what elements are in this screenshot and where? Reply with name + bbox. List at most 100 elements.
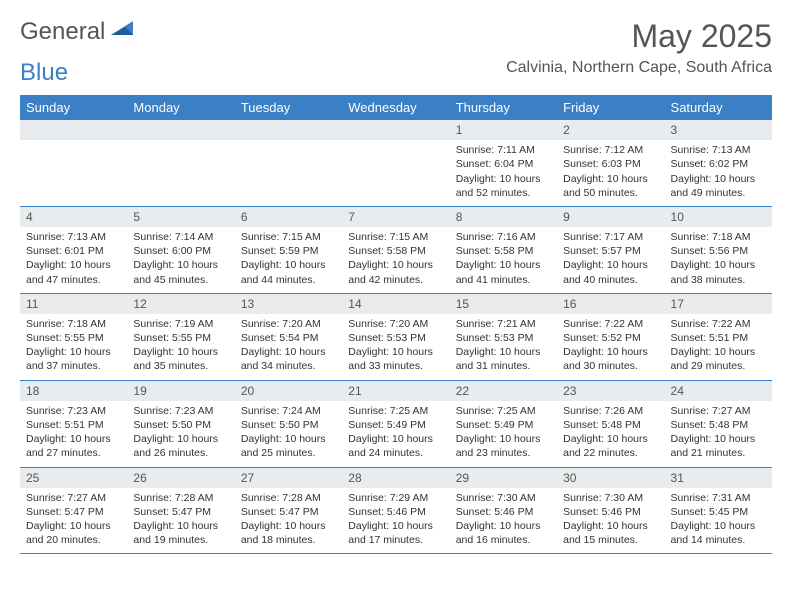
- sunrise-line: Sunrise: 7:22 AM: [563, 317, 658, 331]
- sunrise-line: Sunrise: 7:30 AM: [456, 491, 551, 505]
- sunset-line: Sunset: 5:47 PM: [26, 505, 121, 519]
- daylight-line: Daylight: 10 hours and 52 minutes.: [456, 172, 551, 200]
- sunrise-line: Sunrise: 7:11 AM: [456, 143, 551, 157]
- weekday-header: Wednesday: [342, 95, 449, 120]
- sunset-line: Sunset: 5:48 PM: [671, 418, 766, 432]
- sunrise-line: Sunrise: 7:14 AM: [133, 230, 228, 244]
- day-content: Sunrise: 7:23 AMSunset: 5:51 PMDaylight:…: [20, 401, 127, 467]
- sunset-line: Sunset: 5:51 PM: [26, 418, 121, 432]
- weekday-header: Friday: [557, 95, 664, 120]
- sunset-line: Sunset: 5:56 PM: [671, 244, 766, 258]
- day-cell: 24Sunrise: 7:27 AMSunset: 5:48 PMDayligh…: [665, 380, 772, 467]
- sunset-line: Sunset: 5:54 PM: [241, 331, 336, 345]
- day-cell: [20, 120, 127, 206]
- daylight-line: Daylight: 10 hours and 31 minutes.: [456, 345, 551, 373]
- daylight-line: Daylight: 10 hours and 50 minutes.: [563, 172, 658, 200]
- day-content: Sunrise: 7:15 AMSunset: 5:59 PMDaylight:…: [235, 227, 342, 293]
- day-content: Sunrise: 7:30 AMSunset: 5:46 PMDaylight:…: [557, 488, 664, 554]
- sunrise-line: Sunrise: 7:19 AM: [133, 317, 228, 331]
- daylight-line: Daylight: 10 hours and 27 minutes.: [26, 432, 121, 460]
- day-number-bar-empty: [127, 120, 234, 140]
- sunrise-line: Sunrise: 7:18 AM: [26, 317, 121, 331]
- day-content: Sunrise: 7:20 AMSunset: 5:54 PMDaylight:…: [235, 314, 342, 380]
- calendar-week-row: 4Sunrise: 7:13 AMSunset: 6:01 PMDaylight…: [20, 206, 772, 293]
- sunset-line: Sunset: 6:04 PM: [456, 157, 551, 171]
- day-number: 31: [665, 468, 772, 488]
- sunset-line: Sunset: 5:49 PM: [348, 418, 443, 432]
- day-number: 11: [20, 294, 127, 314]
- logo-text-general: General: [20, 18, 105, 46]
- day-content: Sunrise: 7:11 AMSunset: 6:04 PMDaylight:…: [450, 140, 557, 206]
- sunset-line: Sunset: 5:58 PM: [348, 244, 443, 258]
- daylight-line: Daylight: 10 hours and 23 minutes.: [456, 432, 551, 460]
- location-text: Calvinia, Northern Cape, South Africa: [506, 59, 772, 77]
- day-number: 20: [235, 381, 342, 401]
- calendar-week-row: 1Sunrise: 7:11 AMSunset: 6:04 PMDaylight…: [20, 120, 772, 206]
- daylight-line: Daylight: 10 hours and 15 minutes.: [563, 519, 658, 547]
- day-content: Sunrise: 7:18 AMSunset: 5:55 PMDaylight:…: [20, 314, 127, 380]
- calendar-table: Sunday Monday Tuesday Wednesday Thursday…: [20, 95, 772, 554]
- daylight-line: Daylight: 10 hours and 44 minutes.: [241, 258, 336, 286]
- day-content: Sunrise: 7:22 AMSunset: 5:51 PMDaylight:…: [665, 314, 772, 380]
- day-number-bar-empty: [20, 120, 127, 140]
- day-content: Sunrise: 7:13 AMSunset: 6:02 PMDaylight:…: [665, 140, 772, 206]
- day-content: Sunrise: 7:25 AMSunset: 5:49 PMDaylight:…: [450, 401, 557, 467]
- month-title: May 2025: [506, 18, 772, 55]
- sunrise-line: Sunrise: 7:16 AM: [456, 230, 551, 244]
- daylight-line: Daylight: 10 hours and 33 minutes.: [348, 345, 443, 373]
- day-number: 26: [127, 468, 234, 488]
- day-cell: 12Sunrise: 7:19 AMSunset: 5:55 PMDayligh…: [127, 293, 234, 380]
- weekday-header: Sunday: [20, 95, 127, 120]
- day-content: Sunrise: 7:14 AMSunset: 6:00 PMDaylight:…: [127, 227, 234, 293]
- sunset-line: Sunset: 5:45 PM: [671, 505, 766, 519]
- day-cell: 18Sunrise: 7:23 AMSunset: 5:51 PMDayligh…: [20, 380, 127, 467]
- day-cell: [235, 120, 342, 206]
- sunset-line: Sunset: 5:57 PM: [563, 244, 658, 258]
- day-content: Sunrise: 7:25 AMSunset: 5:49 PMDaylight:…: [342, 401, 449, 467]
- sunrise-line: Sunrise: 7:21 AM: [456, 317, 551, 331]
- logo-triangle-icon: [111, 21, 133, 44]
- day-number: 23: [557, 381, 664, 401]
- day-cell: 14Sunrise: 7:20 AMSunset: 5:53 PMDayligh…: [342, 293, 449, 380]
- sunset-line: Sunset: 5:50 PM: [133, 418, 228, 432]
- sunrise-line: Sunrise: 7:27 AM: [26, 491, 121, 505]
- daylight-line: Daylight: 10 hours and 21 minutes.: [671, 432, 766, 460]
- day-cell: 25Sunrise: 7:27 AMSunset: 5:47 PMDayligh…: [20, 467, 127, 554]
- day-cell: 5Sunrise: 7:14 AMSunset: 6:00 PMDaylight…: [127, 206, 234, 293]
- daylight-line: Daylight: 10 hours and 42 minutes.: [348, 258, 443, 286]
- day-cell: 31Sunrise: 7:31 AMSunset: 5:45 PMDayligh…: [665, 467, 772, 554]
- daylight-line: Daylight: 10 hours and 25 minutes.: [241, 432, 336, 460]
- day-cell: [342, 120, 449, 206]
- day-cell: 26Sunrise: 7:28 AMSunset: 5:47 PMDayligh…: [127, 467, 234, 554]
- daylight-line: Daylight: 10 hours and 26 minutes.: [133, 432, 228, 460]
- weekday-header: Thursday: [450, 95, 557, 120]
- day-number: 16: [557, 294, 664, 314]
- daylight-line: Daylight: 10 hours and 35 minutes.: [133, 345, 228, 373]
- sunrise-line: Sunrise: 7:28 AM: [133, 491, 228, 505]
- daylight-line: Daylight: 10 hours and 49 minutes.: [671, 172, 766, 200]
- sunrise-line: Sunrise: 7:24 AM: [241, 404, 336, 418]
- day-content: Sunrise: 7:23 AMSunset: 5:50 PMDaylight:…: [127, 401, 234, 467]
- sunset-line: Sunset: 5:50 PM: [241, 418, 336, 432]
- day-number: 2: [557, 120, 664, 140]
- day-cell: 9Sunrise: 7:17 AMSunset: 5:57 PMDaylight…: [557, 206, 664, 293]
- day-content: Sunrise: 7:22 AMSunset: 5:52 PMDaylight:…: [557, 314, 664, 380]
- day-number: 8: [450, 207, 557, 227]
- sunset-line: Sunset: 5:52 PM: [563, 331, 658, 345]
- day-content: Sunrise: 7:16 AMSunset: 5:58 PMDaylight:…: [450, 227, 557, 293]
- day-content: Sunrise: 7:24 AMSunset: 5:50 PMDaylight:…: [235, 401, 342, 467]
- sunrise-line: Sunrise: 7:29 AM: [348, 491, 443, 505]
- sunrise-line: Sunrise: 7:20 AM: [348, 317, 443, 331]
- day-content: Sunrise: 7:28 AMSunset: 5:47 PMDaylight:…: [235, 488, 342, 554]
- day-cell: 27Sunrise: 7:28 AMSunset: 5:47 PMDayligh…: [235, 467, 342, 554]
- sunrise-line: Sunrise: 7:17 AM: [563, 230, 658, 244]
- day-cell: 21Sunrise: 7:25 AMSunset: 5:49 PMDayligh…: [342, 380, 449, 467]
- sunset-line: Sunset: 6:00 PM: [133, 244, 228, 258]
- sunrise-line: Sunrise: 7:28 AM: [241, 491, 336, 505]
- day-number: 5: [127, 207, 234, 227]
- daylight-line: Daylight: 10 hours and 30 minutes.: [563, 345, 658, 373]
- day-cell: 22Sunrise: 7:25 AMSunset: 5:49 PMDayligh…: [450, 380, 557, 467]
- sunset-line: Sunset: 6:03 PM: [563, 157, 658, 171]
- daylight-line: Daylight: 10 hours and 45 minutes.: [133, 258, 228, 286]
- sunrise-line: Sunrise: 7:15 AM: [241, 230, 336, 244]
